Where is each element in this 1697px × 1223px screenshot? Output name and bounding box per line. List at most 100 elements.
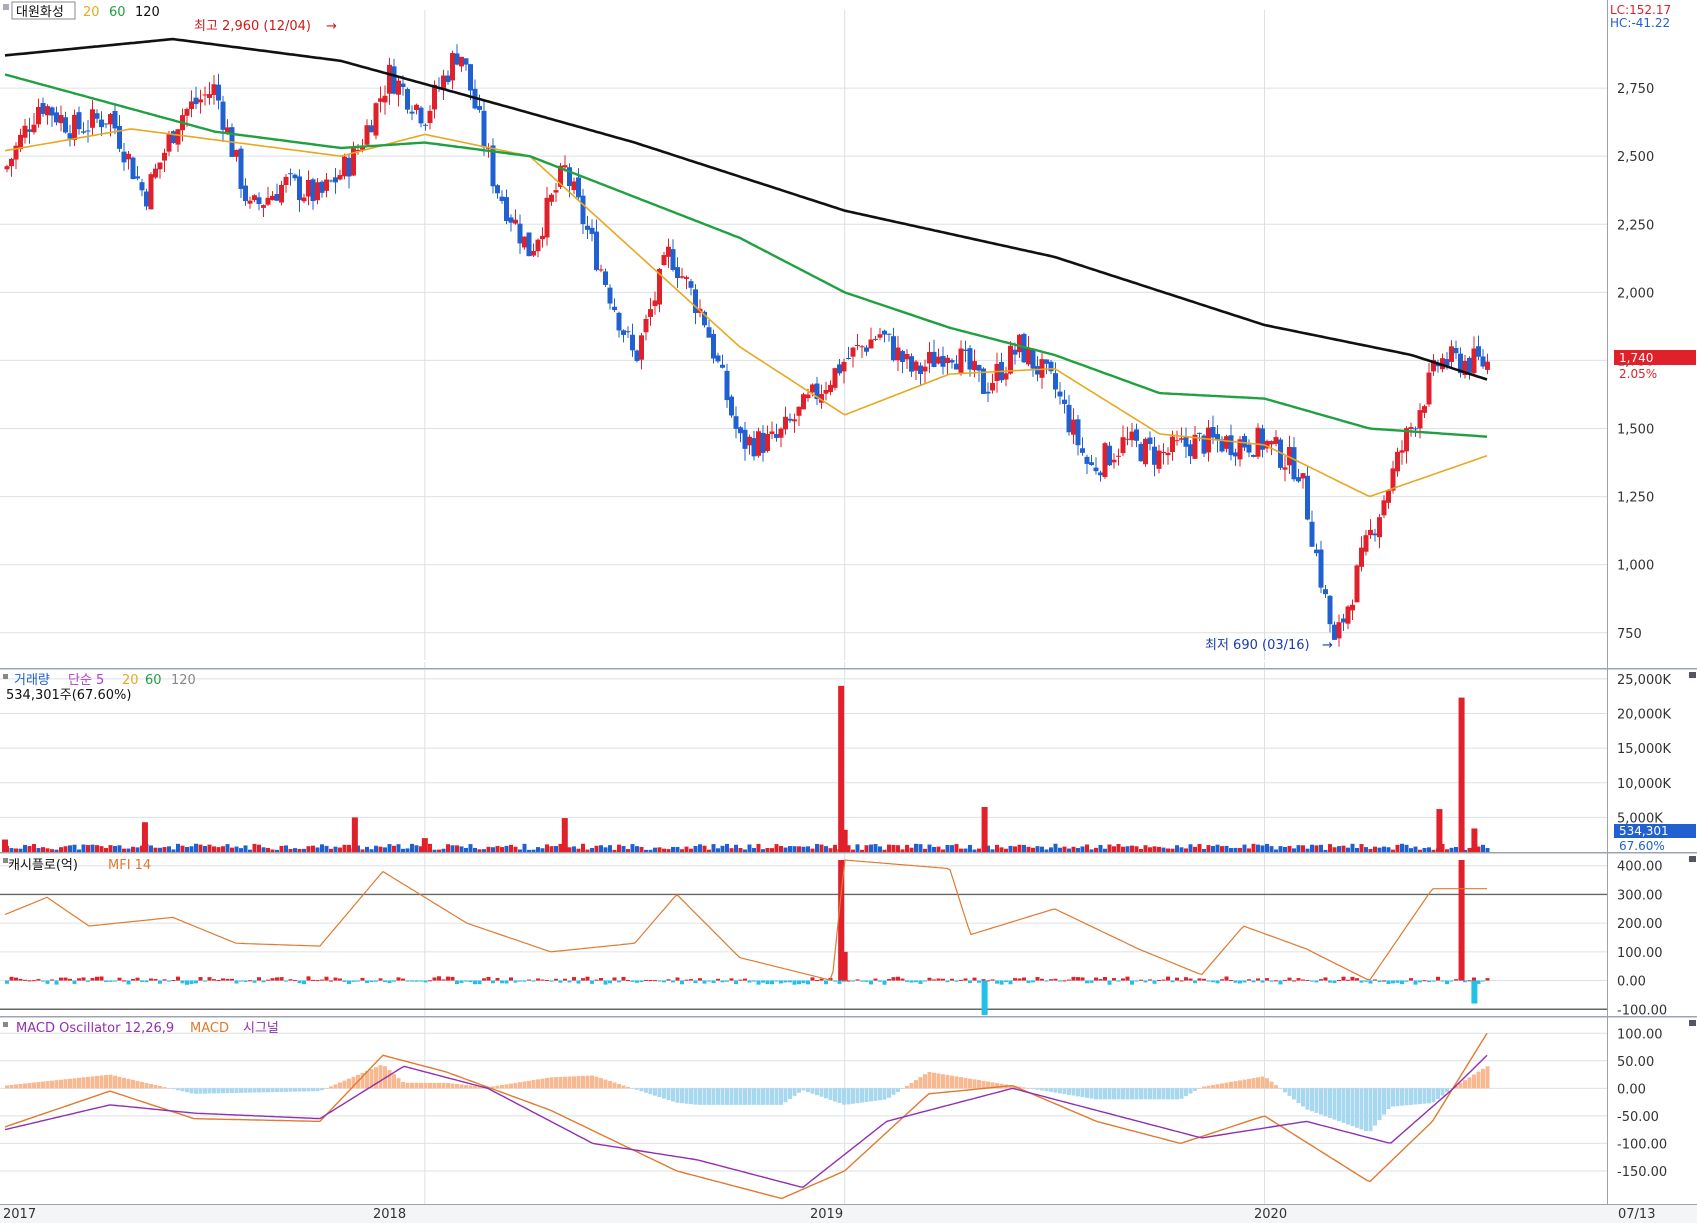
macd-oscillator-bar	[896, 1088, 900, 1092]
cashflow-bar	[86, 980, 90, 982]
macd-oscillator-bar	[1143, 1088, 1148, 1100]
volume-bar	[545, 844, 549, 852]
cashflow-bar	[1332, 980, 1337, 984]
candle-body	[252, 195, 257, 201]
macd-oscillator-bar	[779, 1088, 783, 1105]
candle-body	[1107, 445, 1112, 466]
cashflow-bar	[1026, 980, 1031, 984]
panel-toggle-icon[interactable]	[3, 674, 8, 679]
cashflow-bar	[1139, 979, 1143, 981]
candle-body	[189, 101, 194, 109]
cashflow-bar	[819, 978, 824, 981]
volume-bar	[1107, 844, 1112, 852]
macd-oscillator-bar	[891, 1088, 896, 1095]
candle-body	[1224, 436, 1229, 449]
cashflow-bar	[1413, 980, 1418, 985]
panel-toggle-icon[interactable]	[3, 4, 9, 10]
cashflow-bar	[527, 979, 531, 981]
candle-body	[531, 251, 536, 256]
cashflow-bar	[941, 978, 945, 981]
stock-name-box[interactable]	[11, 1, 76, 20]
candle-body	[243, 185, 248, 202]
volume-bar	[1413, 846, 1418, 852]
panel-menu-icon[interactable]	[1689, 1020, 1696, 1026]
y-tick-label: 750	[1617, 627, 1642, 642]
cashflow-bar	[455, 980, 459, 985]
volume-bar	[644, 849, 648, 852]
cashflow-bar	[1485, 978, 1490, 981]
cashflow-bar	[1175, 977, 1179, 981]
candle-body	[522, 236, 527, 248]
volume-bar	[887, 844, 891, 852]
volume-bar	[1152, 846, 1157, 852]
volume-bar	[954, 844, 959, 852]
cashflow-bar	[855, 979, 860, 981]
macd-oscillator-bar	[1301, 1088, 1305, 1107]
macd-oscillator-bar	[653, 1088, 657, 1096]
macd-oscillator-bar	[783, 1088, 788, 1103]
cashflow-bar	[50, 979, 54, 981]
volume-bar	[68, 845, 72, 852]
volume-bar	[1341, 845, 1346, 852]
panel-menu-icon[interactable]	[1689, 672, 1696, 678]
volume-bar	[1364, 847, 1368, 852]
macd-oscillator-bar	[225, 1088, 230, 1094]
cashflow-bar	[374, 980, 378, 982]
candle-body	[459, 56, 464, 67]
volume-bar	[1445, 849, 1449, 852]
cashflow-bar	[1161, 979, 1166, 981]
candle-body	[1035, 366, 1040, 375]
volume-bar	[360, 849, 365, 852]
macd-oscillator-bar	[842, 1088, 846, 1105]
cashflow-bar	[914, 980, 918, 983]
macd-oscillator-bar	[45, 1081, 50, 1089]
volume-bar	[1098, 845, 1103, 852]
cashflow-bar	[1260, 980, 1265, 983]
macd-oscillator-bar	[63, 1079, 68, 1089]
volume-bar	[1368, 848, 1373, 852]
candle-body	[1485, 361, 1490, 370]
volume-spike-bar	[2, 839, 8, 852]
panel-menu-icon[interactable]	[1689, 856, 1696, 862]
volume-bar	[1202, 848, 1206, 852]
macd-oscillator-bar	[1107, 1088, 1112, 1100]
y-tick-label: -150.00	[1617, 1165, 1667, 1180]
volume-bar	[1125, 846, 1130, 852]
cashflow-bar	[113, 980, 117, 982]
y-axis-labels: 7501,0001,2501,5001,7502,0002,2502,5002,…	[1617, 82, 1671, 1180]
candle-body	[108, 114, 113, 125]
macd-oscillator-bar	[1319, 1088, 1323, 1115]
cashflow-bar	[495, 977, 500, 981]
candle-body	[1030, 350, 1036, 369]
macd-oscillator-bar	[657, 1088, 662, 1098]
macd-oscillator-bar	[104, 1074, 108, 1089]
macd-oscillator-bar	[504, 1084, 509, 1089]
cashflow-bar	[666, 979, 671, 981]
panel-toggle-icon[interactable]	[3, 1022, 8, 1027]
candle-body	[504, 197, 509, 222]
cashflow-bar	[500, 980, 504, 984]
macd-oscillator-bar	[792, 1088, 797, 1096]
volume-bar	[131, 846, 135, 852]
macd-oscillator-bar	[180, 1088, 185, 1092]
cashflow-bar	[693, 980, 698, 984]
volume-bar	[1233, 847, 1238, 852]
macd-oscillator-bar	[1130, 1088, 1134, 1100]
volume-bar	[1103, 848, 1107, 852]
volume-bar	[941, 849, 945, 852]
cashflow-bar	[540, 979, 545, 981]
volume-bar	[1382, 846, 1386, 852]
candle-body	[45, 106, 50, 116]
volume-bar	[374, 845, 378, 852]
macd-oscillator-bar	[468, 1085, 473, 1089]
candle-body	[454, 53, 460, 65]
panel-toggle-icon[interactable]	[3, 858, 8, 863]
x-label-2019: 2019	[810, 1207, 843, 1222]
y-tick-label: -100.00	[1617, 1003, 1667, 1018]
volume-bar	[923, 848, 927, 852]
volume-bar	[1175, 845, 1179, 852]
candle-body	[1381, 500, 1387, 516]
cashflow-bar	[1049, 979, 1053, 981]
macd-oscillator-bar	[630, 1088, 635, 1089]
macd-oscillator-bar	[639, 1088, 644, 1092]
